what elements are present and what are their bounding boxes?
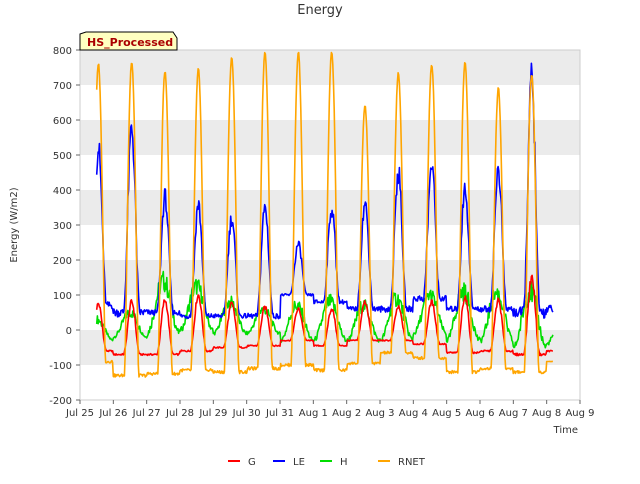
y-tick-label: 600 xyxy=(53,116,72,127)
legend-label-g: G xyxy=(248,457,256,468)
x-tick-label: Jul 31 xyxy=(265,408,294,419)
annotation-box: HS_Processed xyxy=(79,31,178,51)
x-tick-label: Aug 9 xyxy=(565,408,594,419)
series-lines xyxy=(95,51,554,378)
x-tick-label: Jul 30 xyxy=(232,408,261,419)
x-axis-ticks: Jul 25 Jul 26 Jul 27 Jul 28 Jul 29 Jul 30 Jul … xyxy=(65,400,595,419)
y-tick-label: -200 xyxy=(49,396,72,407)
y-tick-label: 700 xyxy=(53,81,72,92)
y-axis-label: Energy (W/m2) xyxy=(9,187,20,262)
x-tick-label: Jul 26 xyxy=(98,408,127,419)
x-tick-label: Jul 28 xyxy=(165,408,194,419)
x-tick-label: Jul 25 xyxy=(65,408,94,419)
x-axis-label: Time xyxy=(553,425,578,436)
x-tick-label: Jul 27 xyxy=(132,408,161,419)
annotation-shape xyxy=(79,31,178,51)
grid-band xyxy=(80,365,580,400)
x-tick-label: Aug 4 xyxy=(399,408,428,419)
grid-band xyxy=(80,330,580,365)
chart-title: Energy xyxy=(297,3,343,18)
legend: G LE H RNET xyxy=(228,457,426,468)
grid-band xyxy=(80,120,580,155)
x-tick-label: Aug 6 xyxy=(465,408,494,419)
grid-band xyxy=(80,225,580,260)
y-tick-label: 400 xyxy=(53,186,72,197)
series-line-le xyxy=(95,62,554,320)
y-tick-label: -100 xyxy=(49,361,72,372)
x-tick-label: Aug 8 xyxy=(532,408,561,419)
x-tick-label: Jul 29 xyxy=(198,408,227,419)
legend-label-h: H xyxy=(340,457,348,468)
y-tick-label: 100 xyxy=(53,291,72,302)
annotation-text: HS_Processed xyxy=(87,36,173,49)
x-tick-label: Aug 7 xyxy=(499,408,528,419)
x-tick-label: Aug 3 xyxy=(365,408,394,419)
x-tick-label: Aug 5 xyxy=(432,408,461,419)
y-tick-label: 200 xyxy=(53,256,72,267)
y-tick-label: 800 xyxy=(53,46,72,57)
y-tick-label: 0 xyxy=(66,326,72,337)
series-line-rnet xyxy=(95,51,553,378)
legend-label-le: LE xyxy=(293,457,305,468)
y-axis-ticks: -200 -100 0 100 200 300 400 500 600 700 800 xyxy=(49,46,80,407)
grid-band xyxy=(80,155,580,190)
legend-label-rnet: RNET xyxy=(398,457,426,468)
x-tick-label: Aug 2 xyxy=(332,408,361,419)
y-tick-label: 300 xyxy=(53,221,72,232)
y-tick-label: 500 xyxy=(53,151,72,162)
x-tick-label: Aug 1 xyxy=(299,408,328,419)
